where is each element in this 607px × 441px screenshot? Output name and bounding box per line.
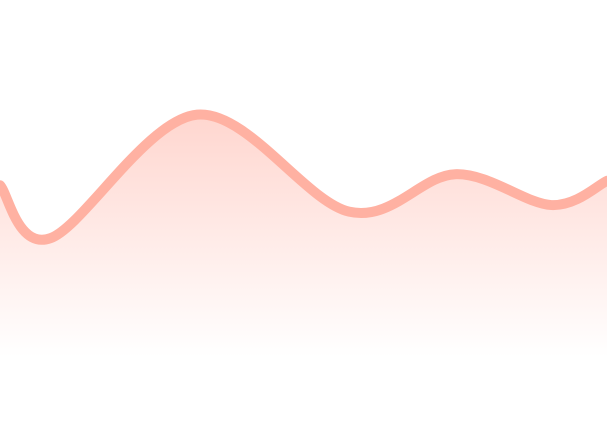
plot-area (0, 109, 607, 358)
area-fill (0, 114, 607, 358)
series-line (0, 109, 607, 245)
